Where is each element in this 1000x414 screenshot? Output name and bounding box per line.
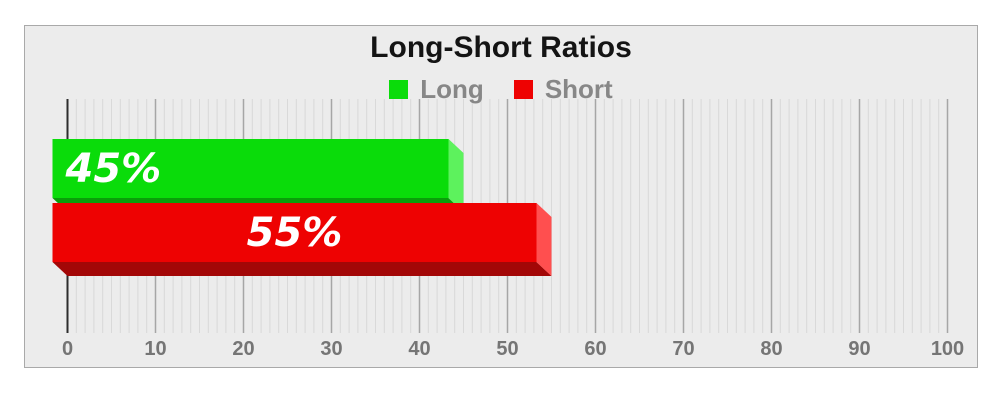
x-tick-label-80: 80	[760, 338, 783, 360]
chart-title: Long-Short Ratios	[370, 31, 632, 64]
legend-label: Long	[420, 74, 484, 104]
bar-side-face	[448, 139, 464, 212]
bar-bottom-face	[52, 262, 552, 276]
x-tick-label-30: 30	[320, 338, 343, 360]
x-tick-label-10: 10	[144, 338, 167, 360]
x-tick-label-90: 90	[848, 338, 871, 360]
legend-swatch-short	[513, 79, 533, 99]
bar-value-label-long: 45%	[65, 145, 162, 192]
legend-swatch-long	[389, 79, 409, 99]
bar-side-face	[536, 203, 552, 276]
bar-front-face	[52, 203, 537, 262]
chart-frame: Long-Short Ratios Long Short 0 10 20 30 40 50 6…	[24, 25, 978, 368]
legend-label: Short	[544, 74, 613, 104]
x-tick-label-40: 40	[408, 338, 431, 360]
x-tick-label-20: 20	[232, 338, 255, 360]
legend-item-short[interactable]: Short	[513, 74, 613, 104]
plot-area	[52, 99, 949, 333]
bar-value-label-short: 55%	[246, 209, 343, 256]
x-tick-label-0: 0	[61, 338, 74, 360]
bar-front-face	[52, 139, 449, 198]
legend-item-long[interactable]: Long	[389, 76, 484, 102]
x-tick-label-70: 70	[672, 338, 695, 360]
x-tick-label-100: 100	[930, 338, 965, 360]
x-tick-label-60: 60	[584, 338, 607, 360]
x-tick-label-50: 50	[496, 338, 519, 360]
legend: Long Short	[25, 76, 977, 102]
bar-short[interactable]	[52, 203, 552, 276]
